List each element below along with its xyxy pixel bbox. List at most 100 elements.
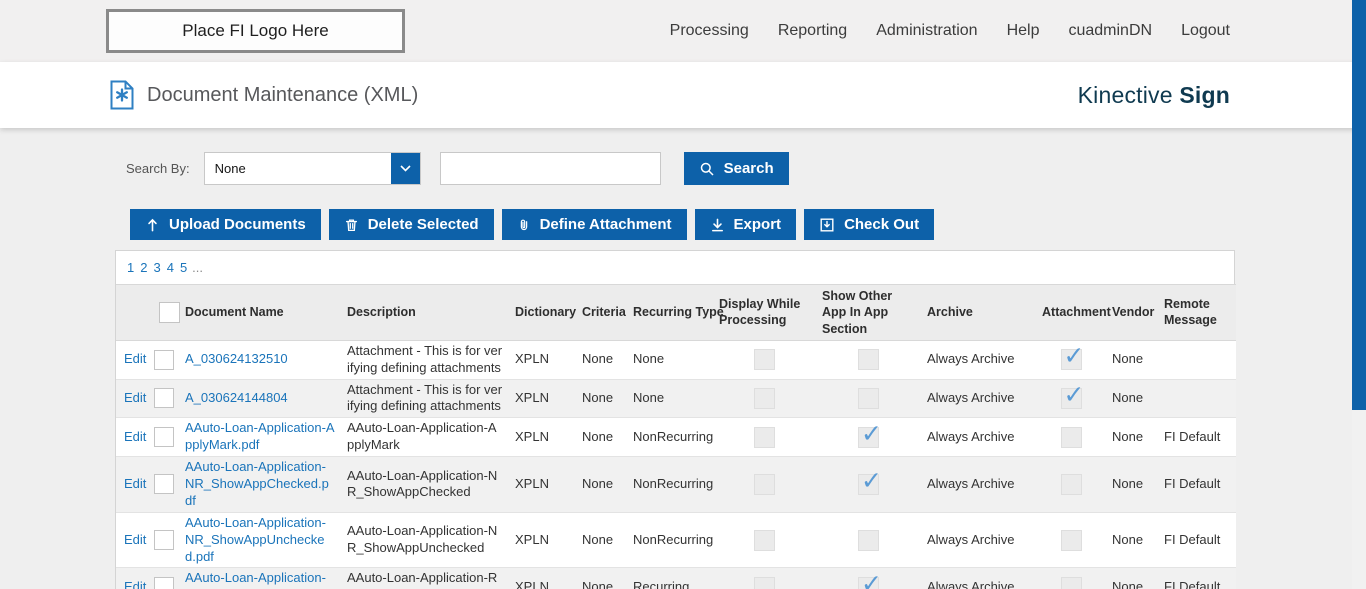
criteria-cell: None xyxy=(582,351,614,367)
show-other-app-flag xyxy=(858,349,879,371)
col-criteria: Criteria xyxy=(576,284,627,341)
check-out-button[interactable]: Check Out xyxy=(804,209,935,240)
document-name-link[interactable]: AAuto-Loan-Application-NR_ShowAppChecked… xyxy=(185,459,329,508)
display-while-processing-cell xyxy=(713,340,816,379)
search-button[interactable]: Search xyxy=(683,152,789,185)
pagination-page[interactable]: 2 xyxy=(140,260,148,275)
select-all-checkbox[interactable] xyxy=(159,301,180,323)
attachment-flag xyxy=(1060,529,1082,551)
nav-administration[interactable]: Administration xyxy=(876,22,978,39)
document-name-cell: A_030624144804 xyxy=(179,379,341,418)
show-other-app-flag xyxy=(858,529,879,551)
export-button[interactable]: Export xyxy=(694,209,797,240)
row-checkbox[interactable] xyxy=(154,349,174,370)
col-document-name: Document Name xyxy=(179,284,341,341)
table-row: Edit AAuto-Loan-Application-NR_ShowAppUnc… xyxy=(116,512,1236,568)
description-cell: Attachment - This is for verifying defin… xyxy=(347,342,503,375)
edit-link[interactable]: Edit xyxy=(124,475,147,491)
vendor-cell: None xyxy=(1112,389,1144,405)
edit-link[interactable]: Edit xyxy=(124,578,147,589)
pagination-ellipsis: ... xyxy=(192,260,204,275)
archive-cell: Always Archive xyxy=(927,578,1015,589)
nav-user[interactable]: cuadminDN xyxy=(1068,22,1153,39)
scrollbar-track[interactable] xyxy=(1352,0,1366,589)
attachment-cell xyxy=(1036,418,1106,457)
document-name-link[interactable]: A_030624144804 xyxy=(185,389,288,405)
attachment-flag xyxy=(1060,379,1084,411)
criteria-cell: None xyxy=(582,475,614,491)
edit-link[interactable]: Edit xyxy=(124,531,147,547)
nav-help[interactable]: Help xyxy=(1006,22,1040,39)
upload-documents-button[interactable]: Upload Documents xyxy=(130,209,321,240)
col-archive: Archive xyxy=(921,284,1036,341)
recurring-type-cell: None xyxy=(633,351,665,367)
document-name-cell: AAuto-Loan-Application-R_ShowAppChecked.… xyxy=(179,568,341,589)
fi-logo-text: Place FI Logo Here xyxy=(182,21,329,40)
define-attachment-button[interactable]: Define Attachment xyxy=(501,209,687,240)
scrollbar-thumb[interactable] xyxy=(1352,0,1366,410)
document-name-link[interactable]: AAuto-Loan-Application-R_ShowAppChecked.… xyxy=(185,570,330,589)
document-table: Document Name Description Dictionary Cri… xyxy=(116,284,1236,589)
search-row: Search By: None Search xyxy=(126,152,1366,185)
row-checkbox[interactable] xyxy=(154,530,174,551)
pagination-page[interactable]: 5 xyxy=(179,260,188,275)
select-cell xyxy=(153,568,179,589)
display-while-processing-cell xyxy=(713,418,816,457)
show-other-app-flag xyxy=(858,568,882,589)
criteria-cell: None xyxy=(582,389,614,405)
delete-selected-button[interactable]: Delete Selected xyxy=(328,209,494,240)
row-checkbox[interactable] xyxy=(154,427,174,448)
pagination: 1 2 3 4 5... xyxy=(116,251,1234,284)
pagination-page[interactable]: 1 xyxy=(127,260,135,275)
edit-cell: Edit xyxy=(116,418,153,457)
dictionary-cell: XPLN xyxy=(515,578,549,589)
attachment-cell xyxy=(1036,340,1106,379)
nav-reporting[interactable]: Reporting xyxy=(777,22,848,39)
edit-link[interactable]: Edit xyxy=(124,389,147,405)
document-name-link[interactable]: A_030624132510 xyxy=(185,351,288,367)
col-recurring-type: Recurring Type xyxy=(627,284,724,341)
select-cell xyxy=(153,512,179,568)
top-bar: Place FI Logo Here Processing Reporting … xyxy=(0,0,1366,62)
col-display-while-processing: Display While Processing xyxy=(713,284,816,341)
show-other-app-cell xyxy=(816,457,921,513)
row-checkbox[interactable] xyxy=(154,577,174,589)
row-checkbox[interactable] xyxy=(154,388,174,409)
search-by-dropdown[interactable]: None xyxy=(203,152,421,185)
edit-link[interactable]: Edit xyxy=(124,351,147,367)
edit-link[interactable]: Edit xyxy=(124,428,147,444)
display-while-processing-cell xyxy=(713,512,816,568)
attachment-cell xyxy=(1036,568,1106,589)
trash-icon xyxy=(344,217,359,233)
description-cell: AAuto-Loan-Application-NR_ShowAppChecked xyxy=(347,467,498,500)
row-checkbox[interactable] xyxy=(154,474,174,495)
document-name-link[interactable]: AAuto-Loan-Application-NR_ShowAppUncheck… xyxy=(185,514,326,564)
vendor-cell: None xyxy=(1112,475,1144,491)
recurring-type-cell: NonRecurring xyxy=(633,428,713,444)
chevron-down-icon[interactable] xyxy=(390,153,420,184)
document-table-body: Edit A_030624132510 Attachment - This is f… xyxy=(116,340,1236,589)
document-name-link[interactable]: AAuto-Loan-Application-ApplyMark.pdf xyxy=(185,420,335,453)
button-label: Delete Selected xyxy=(367,216,479,233)
dictionary-cell: XPLN xyxy=(515,389,549,405)
nav-logout[interactable]: Logout xyxy=(1181,22,1230,39)
brand-logo: Kinective Sign xyxy=(1078,82,1230,109)
criteria-cell: None xyxy=(582,428,614,444)
display-while-processing-cell xyxy=(713,568,816,589)
show-other-app-cell xyxy=(816,340,921,379)
attachment-flag xyxy=(1060,426,1082,448)
pagination-page[interactable]: 3 xyxy=(153,260,161,275)
attachment-cell xyxy=(1036,512,1106,568)
search-input[interactable] xyxy=(439,152,661,185)
edit-cell: Edit xyxy=(116,379,153,418)
nav-processing[interactable]: Processing xyxy=(669,22,749,39)
edit-cell: Edit xyxy=(116,457,153,513)
col-description: Description xyxy=(341,284,509,341)
archive-cell: Always Archive xyxy=(927,428,1015,444)
recurring-type-cell: NonRecurring xyxy=(633,475,713,491)
pagination-page[interactable]: 4 xyxy=(166,260,174,275)
main-content: Search By: None Search xyxy=(0,128,1366,589)
table-row: Edit AAuto-Loan-Application-NR_ShowAppChe… xyxy=(116,456,1236,513)
show-other-app-flag xyxy=(858,465,882,497)
search-by-label: Search By: xyxy=(126,161,190,176)
